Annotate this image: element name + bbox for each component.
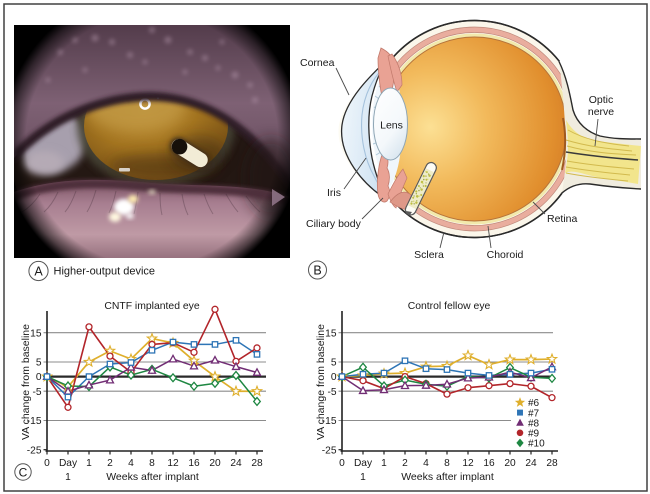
svg-text:Higher-output device: Higher-output device xyxy=(54,266,156,278)
svg-text:20: 20 xyxy=(209,458,221,469)
svg-text:CNTF implanted eye: CNTF implanted eye xyxy=(104,301,200,312)
svg-text:4: 4 xyxy=(128,458,134,469)
svg-text:12: 12 xyxy=(167,458,179,469)
svg-text:1: 1 xyxy=(65,472,71,483)
svg-text:Iris: Iris xyxy=(327,187,341,199)
svg-text:28: 28 xyxy=(546,458,558,469)
svg-text:B: B xyxy=(313,264,321,278)
svg-text:8: 8 xyxy=(149,458,155,469)
svg-text:1: 1 xyxy=(360,472,366,483)
svg-text:0: 0 xyxy=(331,372,337,383)
svg-text:-15: -15 xyxy=(322,416,337,427)
svg-text:Sclera: Sclera xyxy=(414,249,444,261)
svg-text:-25: -25 xyxy=(322,445,337,456)
svg-text:#9: #9 xyxy=(528,429,540,440)
svg-text:0: 0 xyxy=(36,372,42,383)
svg-text:4: 4 xyxy=(423,458,429,469)
svg-text:16: 16 xyxy=(483,458,495,469)
svg-text:Lens: Lens xyxy=(380,120,403,132)
svg-text:#7: #7 xyxy=(528,408,540,419)
svg-text:2: 2 xyxy=(402,458,408,469)
svg-text:0: 0 xyxy=(44,458,50,469)
svg-text:16: 16 xyxy=(188,458,200,469)
svg-text:0: 0 xyxy=(339,458,345,469)
svg-text:Cornea: Cornea xyxy=(300,57,335,69)
svg-text:nerve: nerve xyxy=(588,106,614,118)
svg-text:12: 12 xyxy=(462,458,474,469)
svg-text:Choroid: Choroid xyxy=(487,249,524,261)
svg-text:Day: Day xyxy=(354,458,373,469)
svg-text:Weeks after implant: Weeks after implant xyxy=(106,471,199,483)
svg-text:#8: #8 xyxy=(528,418,540,429)
svg-text:1: 1 xyxy=(381,458,387,469)
svg-text:Day: Day xyxy=(59,458,78,469)
svg-text:5: 5 xyxy=(36,358,42,369)
svg-text:15: 15 xyxy=(30,328,42,339)
svg-text:1: 1 xyxy=(86,458,92,469)
svg-text:15: 15 xyxy=(325,328,337,339)
svg-text:8: 8 xyxy=(444,458,450,469)
svg-text:-5: -5 xyxy=(32,387,41,398)
svg-text:-5: -5 xyxy=(327,387,336,398)
svg-text:-25: -25 xyxy=(27,445,42,456)
svg-text:24: 24 xyxy=(525,458,537,469)
svg-text:C: C xyxy=(19,465,28,479)
svg-text:2: 2 xyxy=(107,458,113,469)
svg-text:VA change from baseline: VA change from baseline xyxy=(315,324,327,440)
svg-text:-15: -15 xyxy=(27,416,42,427)
svg-text:#6: #6 xyxy=(528,398,540,409)
svg-text:28: 28 xyxy=(251,458,263,469)
svg-text:VA change from baseline: VA change from baseline xyxy=(20,324,32,440)
svg-text:Retina: Retina xyxy=(547,213,578,225)
svg-text:Ciliary body: Ciliary body xyxy=(306,218,362,230)
svg-text:5: 5 xyxy=(331,358,337,369)
svg-text:20: 20 xyxy=(504,458,516,469)
svg-text:24: 24 xyxy=(230,458,242,469)
svg-text:A: A xyxy=(34,265,43,279)
svg-text:Control fellow eye: Control fellow eye xyxy=(408,301,491,312)
svg-text:Optic: Optic xyxy=(589,94,614,106)
svg-text:#10: #10 xyxy=(528,439,545,450)
svg-text:Weeks after implant: Weeks after implant xyxy=(401,471,494,483)
